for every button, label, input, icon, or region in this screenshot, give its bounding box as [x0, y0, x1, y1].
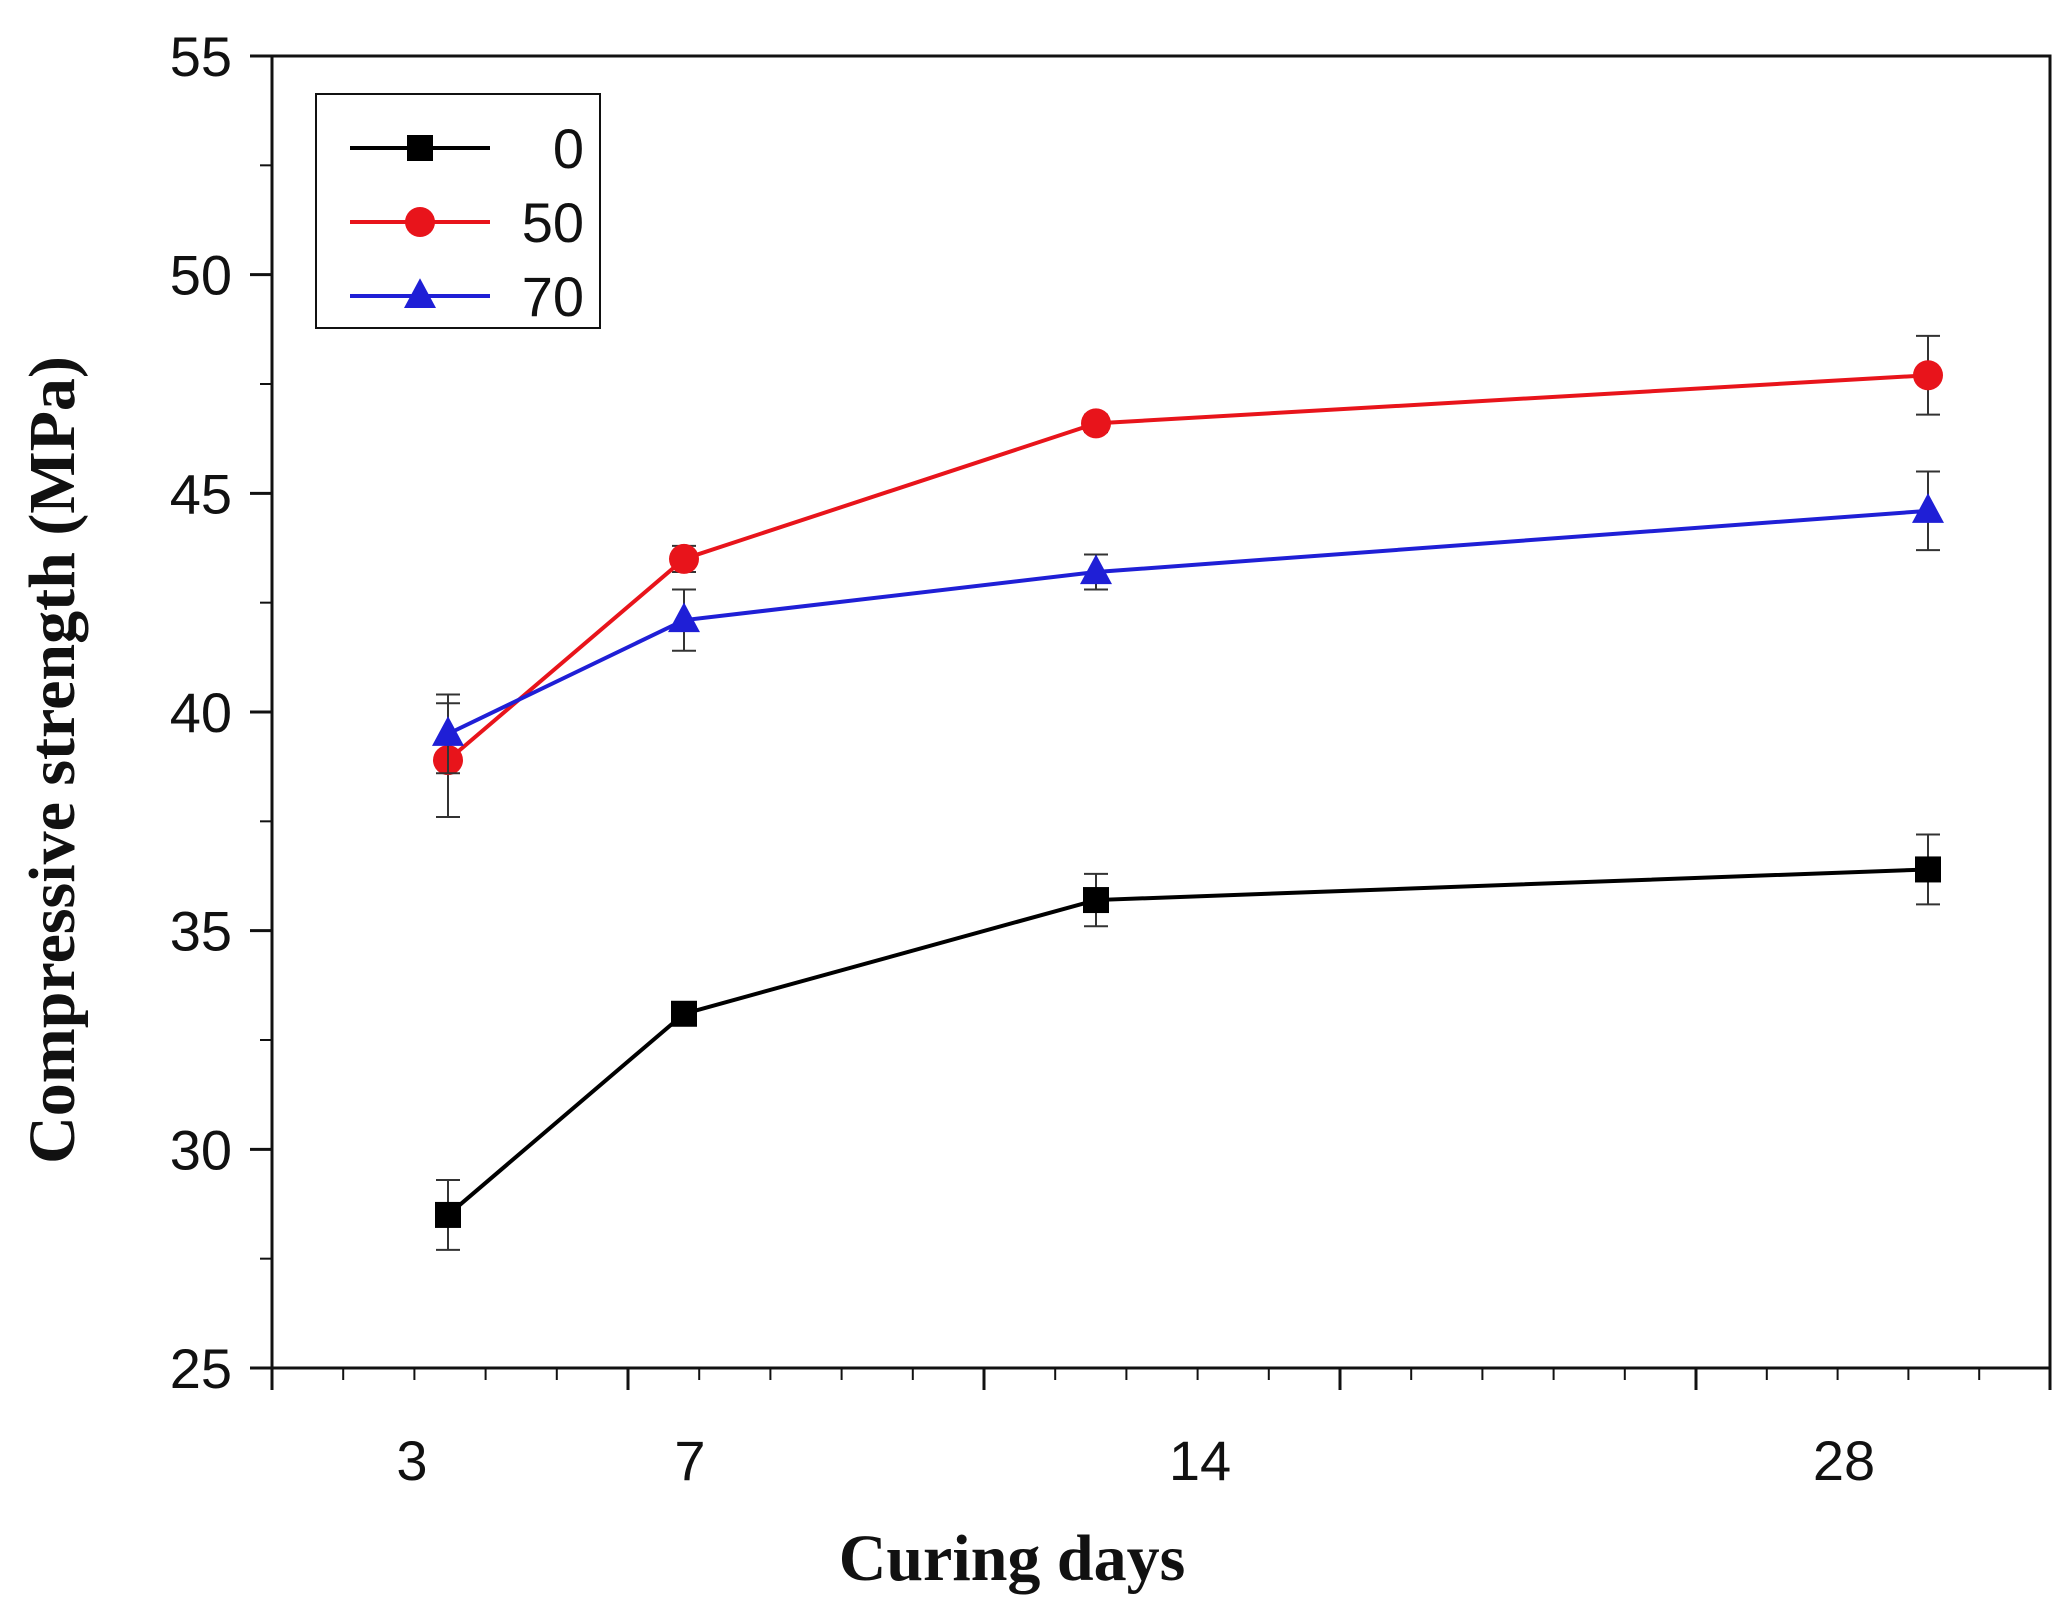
legend-marker	[407, 135, 433, 161]
series-0	[435, 833, 1941, 1251]
x-tick-label: 14	[1169, 1429, 1231, 1492]
x-tick-label: 7	[674, 1429, 705, 1492]
data-point	[1912, 493, 1944, 523]
y-tick-label: 55	[170, 25, 232, 88]
data-point	[432, 716, 464, 746]
data-point	[1083, 887, 1109, 914]
data-point	[669, 543, 699, 574]
series-line	[446, 373, 1929, 762]
x-tick-label: 3	[396, 1429, 427, 1492]
x-axis-ticks: 3 7 14 28	[270, 1368, 2052, 1492]
data-point	[1913, 360, 1943, 391]
series-line	[447, 508, 1929, 736]
series-layer	[432, 334, 1944, 1251]
y-tick-label: 25	[170, 1337, 232, 1400]
series-70	[432, 470, 1944, 775]
legend-label: 50	[522, 191, 584, 254]
legend: 0 50 70	[315, 93, 601, 329]
y-axis-ticks: 25 30 35 40 45 50 55	[170, 25, 272, 1400]
legend-label: 0	[553, 117, 584, 180]
y-axis-title: Compressive strength (MPa)	[16, 356, 89, 1164]
y-tick-label: 35	[170, 900, 232, 963]
y-tick-label: 45	[170, 462, 232, 525]
data-point	[1915, 856, 1941, 883]
data-point	[435, 1201, 461, 1228]
data-point	[1080, 554, 1112, 585]
data-point	[1081, 408, 1111, 439]
legend-box	[315, 93, 601, 329]
y-tick-label: 50	[170, 244, 232, 307]
series-50	[433, 334, 1943, 818]
x-tick-label: 28	[1813, 1429, 1875, 1492]
y-tick-label: 40	[170, 681, 232, 744]
x-axis-title: Curing days	[839, 1522, 1186, 1595]
series-line	[446, 867, 1929, 1217]
legend-label: 70	[522, 265, 584, 328]
legend-marker	[405, 207, 435, 237]
data-point	[668, 602, 700, 633]
y-tick-label: 30	[170, 1118, 232, 1181]
legend-marker	[404, 278, 436, 309]
data-point	[671, 1000, 697, 1027]
